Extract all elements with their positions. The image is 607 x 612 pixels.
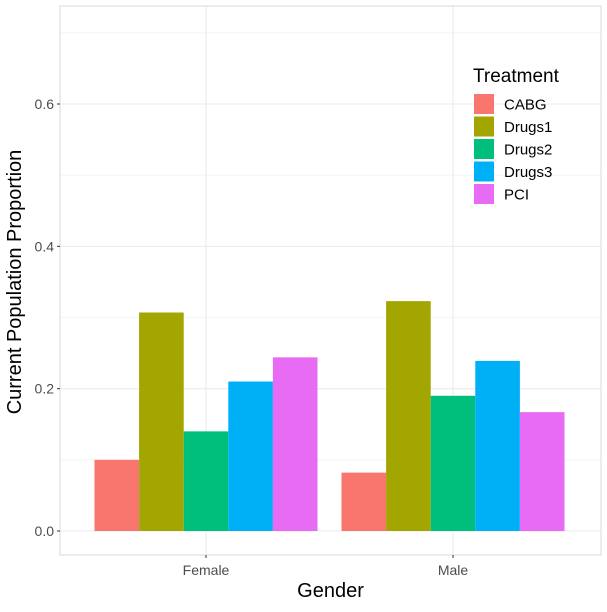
bar-drugs3-male: [475, 360, 520, 531]
y-tick-label: 0.0: [35, 523, 55, 539]
legend-key-pci: [474, 184, 494, 204]
bar-cabg-female: [94, 459, 140, 531]
y-axis-title: Current Population Proportion: [4, 150, 26, 415]
y-tick-label: 0.6: [35, 96, 55, 112]
bar-drugs1-male: [386, 301, 431, 531]
x-tick-label: Male: [438, 562, 469, 578]
legend-key-drugs1: [474, 116, 494, 137]
x-tick-label: Female: [183, 562, 230, 578]
legend-key-cabg: [474, 94, 494, 114]
x-axis-ticks: Female Male: [183, 555, 469, 578]
legend-title: Treatment: [473, 66, 560, 87]
bar-pci-female: [272, 357, 318, 531]
bar-pci-male: [519, 412, 565, 531]
bar-drugs3-female: [228, 381, 273, 531]
bar-cabg-male: [341, 472, 387, 531]
legend-label-drugs3: Drugs3: [504, 164, 552, 181]
legend-label-drugs2: Drugs2: [504, 142, 552, 159]
plot-panel-border: [59, 5, 602, 556]
bars: [94, 301, 565, 531]
legend-label-drugs1: Drugs1: [504, 119, 552, 136]
bar-drugs2-male: [430, 395, 476, 531]
legend-key-drugs3: [474, 161, 494, 182]
legend-key-drugs2: [474, 139, 494, 159]
bar-drugs1-female: [139, 312, 184, 531]
y-tick-label: 0.2: [35, 381, 55, 397]
y-axis-ticks: 0.0 0.2 0.4 0.6: [35, 96, 60, 539]
legend: Treatment CABG Drugs1 Drugs2 Drugs3 PCI: [473, 66, 560, 204]
x-axis-title: Gender: [297, 580, 364, 602]
y-tick-label: 0.4: [35, 238, 55, 254]
legend-label-pci: PCI: [504, 187, 529, 204]
bar-drugs2-female: [183, 431, 229, 531]
legend-label-cabg: CABG: [504, 97, 547, 114]
